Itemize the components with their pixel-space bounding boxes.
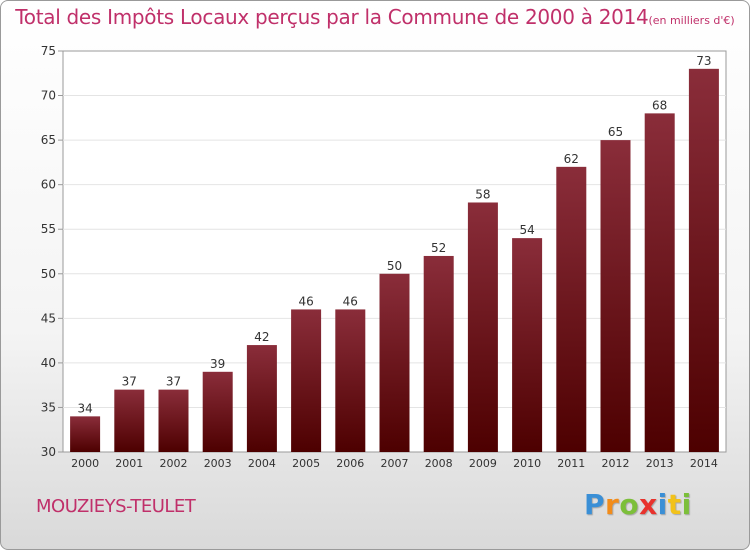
logo-letter: o — [619, 488, 640, 521]
x-tick-label: 2007 — [381, 457, 409, 470]
y-tick-label: 30 — [41, 445, 56, 459]
x-tick-label: 2010 — [513, 457, 541, 470]
proxiti-logo: Proxiti — [584, 488, 692, 521]
bar — [600, 140, 631, 452]
y-tick-label: 35 — [41, 400, 56, 414]
y-tick-label: 70 — [41, 89, 56, 103]
y-tick-label: 75 — [41, 44, 56, 58]
bar-data-label: 54 — [519, 223, 534, 237]
bar — [158, 389, 189, 452]
bar — [114, 389, 145, 452]
x-axis: 2000 2001 2002 2003 2004 2005 2006 2007 2008 2009… — [71, 457, 718, 470]
bar-data-label: 46 — [298, 294, 313, 308]
x-tick-label: 2006 — [336, 457, 364, 470]
bar — [423, 255, 454, 452]
x-tick-label: 2003 — [204, 457, 232, 470]
logo-letter: P — [584, 488, 606, 521]
bar-data-label: 39 — [210, 357, 225, 371]
y-tick-label: 50 — [41, 267, 56, 281]
bar — [291, 309, 322, 452]
bar — [379, 273, 410, 452]
x-tick-label: 2012 — [602, 457, 630, 470]
bar-data-label: 50 — [387, 259, 402, 273]
y-axis: 30 35 40 45 50 55 60 65 70 75 — [41, 44, 63, 459]
title-row: Total des Impôts Locaux perçus par la Co… — [1, 5, 749, 29]
bar — [246, 345, 277, 452]
x-tick-label: 2013 — [646, 457, 674, 470]
commune-name: MOUZIEYS-TEULET — [36, 496, 196, 517]
bar — [688, 68, 719, 453]
bar — [335, 309, 366, 452]
bar-data-label: 58 — [475, 187, 490, 201]
x-tick-label: 2005 — [292, 457, 320, 470]
bar — [512, 238, 543, 452]
y-tick-label: 65 — [41, 133, 56, 147]
bar-data-label: 65 — [608, 125, 623, 139]
y-tick-label: 40 — [41, 356, 56, 370]
chart-title: Total des Impôts Locaux perçus par la Co… — [15, 5, 649, 29]
logo-letter: t — [667, 488, 682, 521]
bar-data-label: 68 — [652, 98, 667, 112]
bar — [202, 371, 233, 452]
logo-letter: r — [605, 488, 620, 521]
x-tick-label: 2002 — [160, 457, 188, 470]
bars: 34 37 37 39 42 46 46 50 52 58 54 62 65 68 73 — [70, 54, 719, 453]
logo-letter: x — [639, 488, 658, 521]
x-tick-label: 2001 — [115, 457, 143, 470]
bar-data-label: 52 — [431, 241, 446, 255]
y-tick-label: 55 — [41, 222, 56, 236]
chart-subtitle: (en milliers d'€) — [648, 14, 735, 27]
bar-data-label: 34 — [77, 401, 92, 415]
bar — [467, 202, 498, 452]
bar-data-label: 42 — [254, 330, 269, 344]
logo-letter: i — [657, 488, 668, 521]
bar-data-label: 62 — [564, 152, 579, 166]
x-tick-label: 2014 — [690, 457, 718, 470]
x-tick-label: 2011 — [557, 457, 585, 470]
x-tick-label: 2009 — [469, 457, 497, 470]
bar-data-label: 37 — [166, 375, 181, 389]
bar-data-label: 46 — [343, 294, 358, 308]
x-tick-label: 2000 — [71, 457, 99, 470]
bar — [70, 416, 101, 452]
x-tick-label: 2004 — [248, 457, 276, 470]
y-tick-label: 60 — [41, 178, 56, 192]
y-tick-label: 45 — [41, 311, 56, 325]
bar-data-label: 73 — [696, 54, 711, 68]
bar-data-label: 37 — [122, 375, 137, 389]
bar — [556, 166, 587, 452]
x-tick-label: 2008 — [425, 457, 453, 470]
logo-letter: i — [681, 488, 692, 521]
bar — [644, 113, 675, 452]
